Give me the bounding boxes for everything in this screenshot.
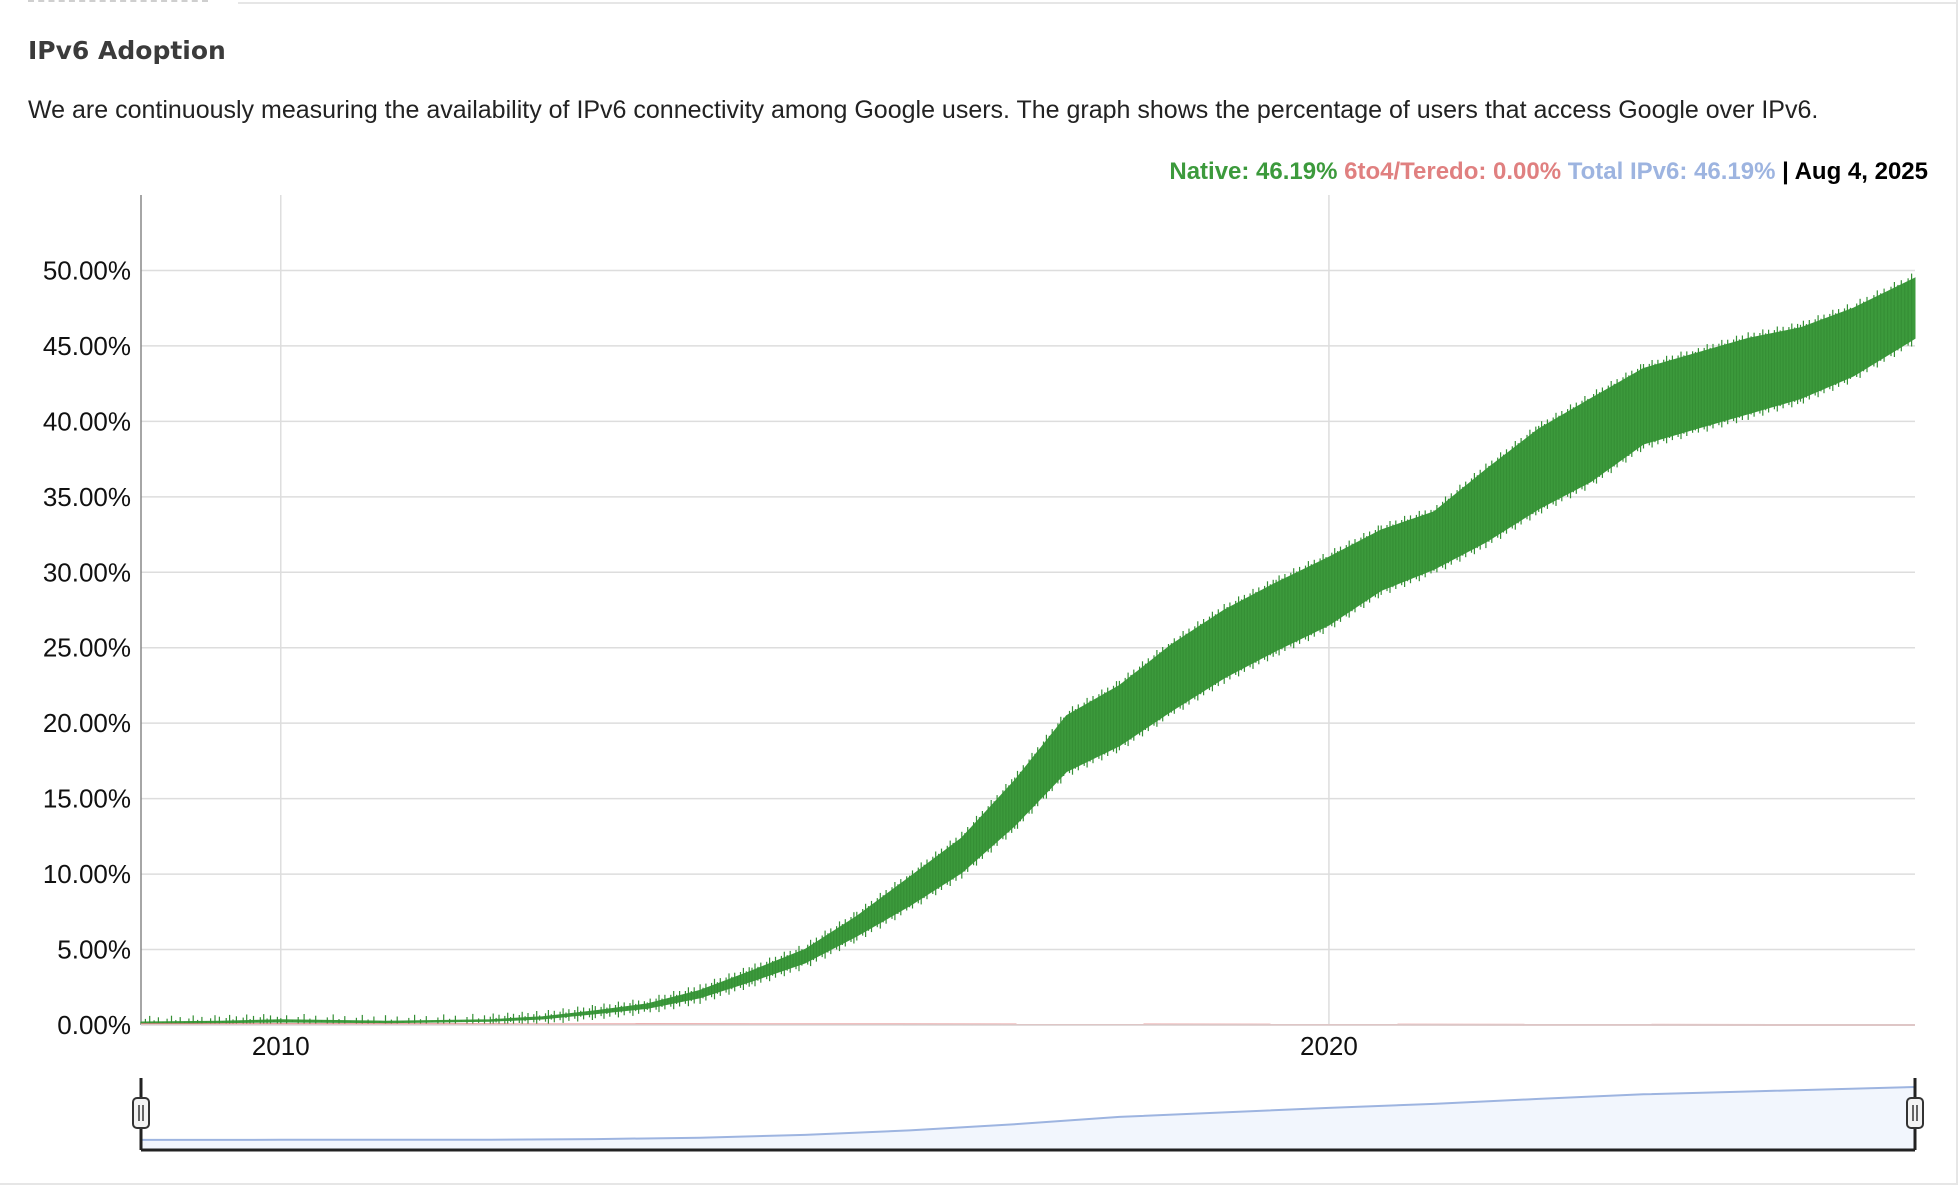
y-tick-label: 30.00% [43, 557, 131, 587]
legend-total: Total IPv6: 46.19% [1567, 158, 1776, 185]
y-tick-label: 25.00% [43, 633, 131, 663]
y-tick-label: 0.00% [57, 1010, 131, 1040]
chart-legend: Native: 46.19% 6to4/Teredo: 0.00% Total … [1169, 158, 1928, 186]
x-tick-label: 2020 [1300, 1031, 1358, 1061]
y-tick-label: 15.00% [43, 784, 131, 814]
y-tick-label: 5.00% [57, 935, 131, 965]
legend-date: Aug 4, 2025 [1794, 158, 1928, 185]
y-tick-label: 40.00% [43, 406, 131, 436]
navigator-total-line [140, 1086, 1916, 1141]
tab-divider [238, 2, 1958, 4]
legend-separator: | [1782, 158, 1789, 185]
y-tick-label: 10.00% [43, 859, 131, 889]
navigator-left-handle[interactable] [132, 1097, 150, 1129]
tab-indicator[interactable] [28, 0, 208, 2]
legend-teredo: 6to4/Teredo: 0.00% [1344, 158, 1562, 185]
y-tick-label: 45.00% [43, 331, 131, 361]
y-tick-label: 20.00% [43, 708, 131, 738]
x-tick-label: 2010 [252, 1031, 310, 1061]
legend-native: Native: 46.19% [1169, 158, 1338, 185]
section-title: IPv6 Adoption [28, 36, 226, 65]
y-tick-label: 35.00% [43, 482, 131, 512]
tab-strip [0, 0, 1958, 4]
section-description: We are continuously measuring the availa… [28, 96, 1819, 124]
y-tick-label: 50.00% [43, 255, 131, 285]
navigator-right-handle[interactable] [1906, 1097, 1924, 1129]
